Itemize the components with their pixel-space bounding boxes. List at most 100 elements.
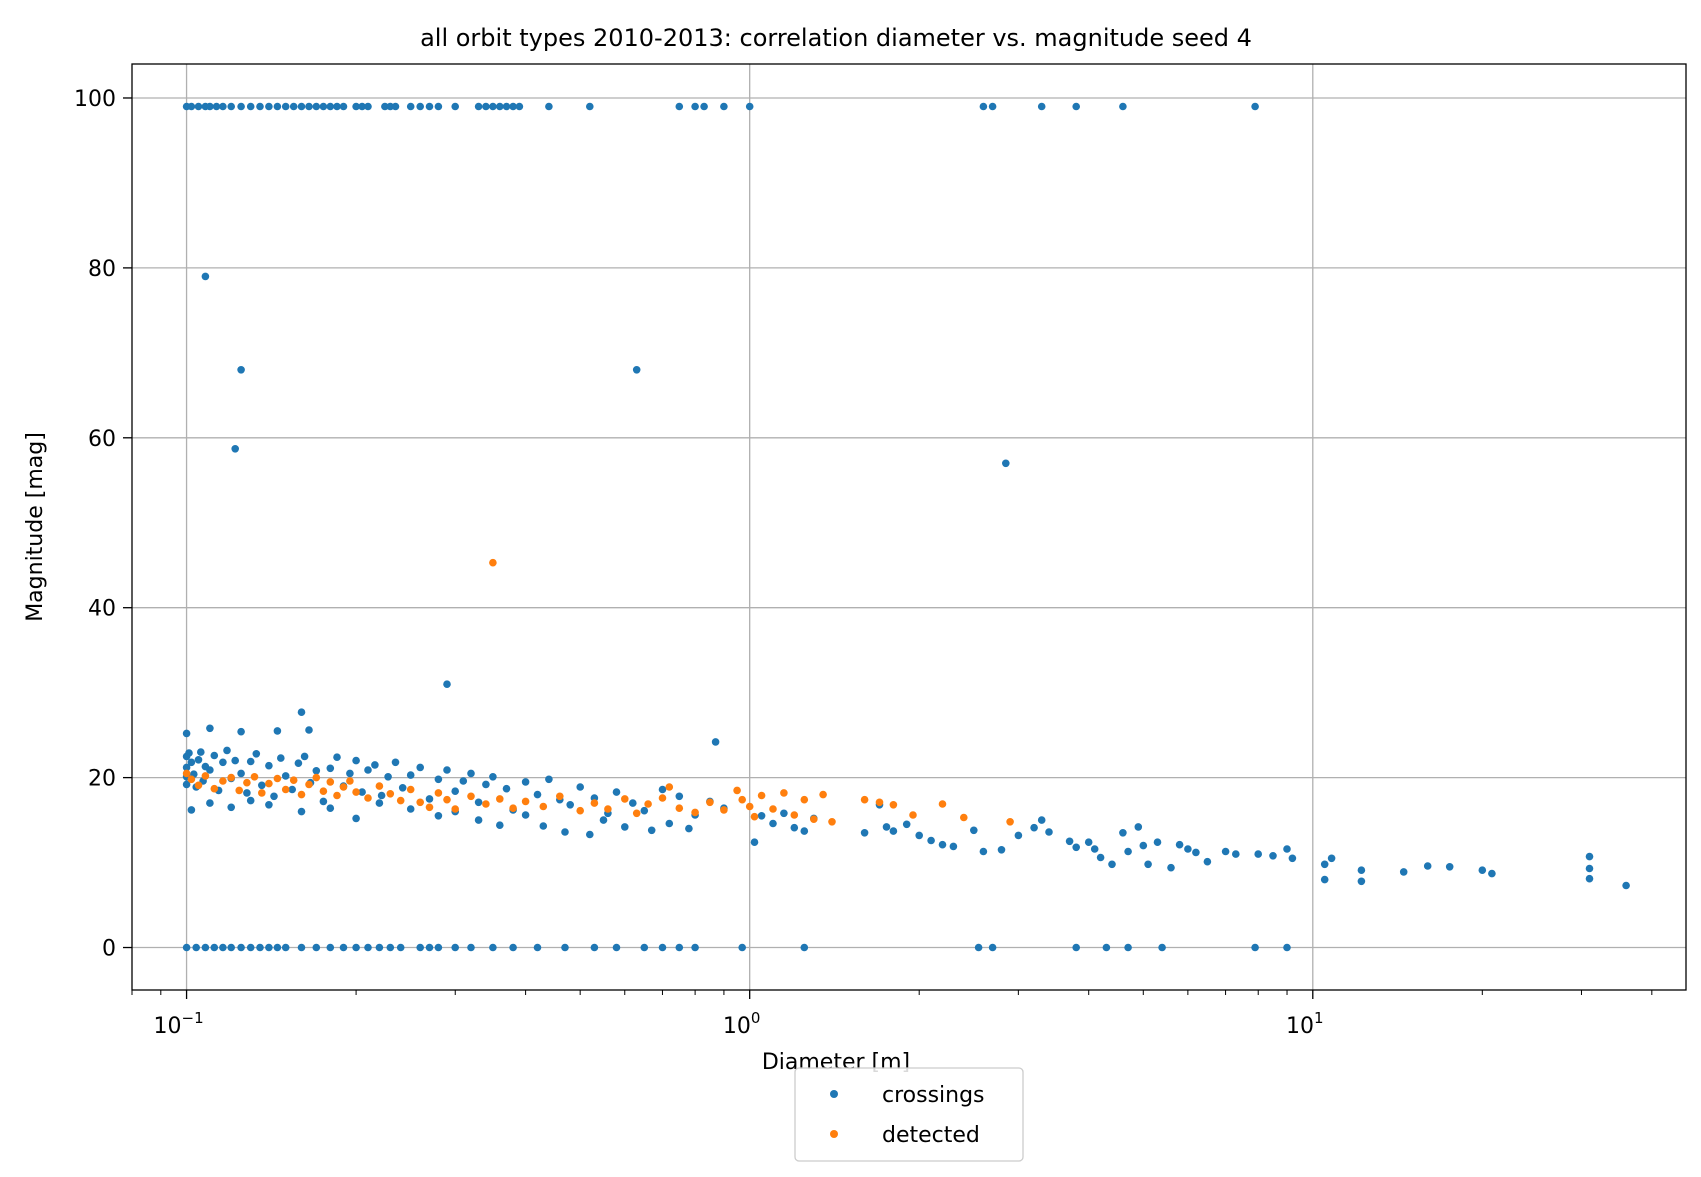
crossings-point — [333, 102, 341, 111]
crossings-point — [1423, 862, 1432, 870]
crossings-point — [237, 366, 245, 374]
crossings-point — [312, 767, 321, 775]
detected-point — [194, 781, 203, 790]
crossings-point — [1399, 868, 1408, 876]
detected-point — [875, 798, 884, 807]
crossings-point — [182, 763, 191, 772]
crossings-point — [482, 780, 490, 789]
crossings-point — [375, 943, 384, 952]
crossings-point — [406, 805, 415, 813]
detected-point — [443, 795, 451, 804]
crossings-point — [902, 820, 911, 829]
detected-point — [406, 785, 415, 794]
crossings-point — [1175, 840, 1184, 849]
crossings-point — [474, 798, 483, 807]
legend-marker-detected — [830, 1130, 838, 1138]
crossings-point — [187, 102, 196, 111]
crossings-point — [1232, 850, 1240, 858]
crossings-point — [364, 766, 372, 774]
crossings-point — [675, 102, 684, 111]
crossings-point — [590, 943, 599, 952]
crossings-point — [1288, 854, 1297, 863]
crossings-point — [1124, 943, 1132, 952]
crossings-point — [757, 812, 766, 820]
crossings-point — [312, 102, 321, 111]
crossings-point — [326, 804, 335, 812]
crossings-point — [237, 102, 245, 111]
crossings-point — [219, 758, 227, 767]
crossings-point — [467, 943, 475, 952]
crossings-point — [1478, 866, 1487, 874]
crossings-point — [489, 102, 497, 111]
crossings-point — [227, 803, 235, 812]
detected-point — [860, 795, 869, 804]
crossings-point — [502, 102, 511, 111]
crossings-point — [539, 822, 548, 830]
crossings-point — [243, 789, 251, 797]
detected-point — [258, 789, 266, 797]
crossings-point — [1072, 943, 1080, 952]
crossings-point — [509, 102, 517, 111]
detected-point — [556, 792, 564, 801]
y-tick-label: 60 — [88, 427, 116, 452]
crossings-point — [425, 795, 434, 803]
crossings-point — [979, 102, 988, 111]
crossings-point — [396, 943, 405, 952]
crossings-point — [425, 102, 434, 111]
crossings-point — [256, 943, 264, 952]
plot-area-frame — [131, 63, 1687, 991]
crossings-point — [509, 943, 517, 952]
crossings-point — [988, 943, 997, 952]
crossings-point — [988, 102, 997, 111]
crossings-point — [545, 102, 553, 111]
crossings-point — [1488, 869, 1496, 878]
crossings-point — [700, 102, 708, 111]
crossings-point — [738, 943, 746, 952]
crossings-point — [1065, 837, 1074, 846]
crossings-point — [938, 840, 947, 849]
y-axis-ticks: 0 20 40 60 80 100 — [74, 87, 132, 962]
crossings-point — [406, 102, 415, 111]
crossings-point — [273, 727, 282, 735]
y-tick-label: 80 — [88, 257, 116, 282]
crossings-point — [206, 799, 214, 807]
detected-point — [720, 806, 728, 814]
grid-lines — [132, 64, 1686, 990]
crossings-point — [265, 801, 273, 809]
crossings-point — [974, 943, 983, 952]
crossings-point — [289, 102, 298, 111]
y-axis-label: Magnitude [mag] — [23, 432, 48, 622]
crossings-point — [489, 943, 497, 952]
detected-point — [416, 798, 425, 807]
crossings-point — [665, 819, 674, 828]
crossings-point — [496, 102, 504, 111]
crossings-point — [339, 102, 348, 111]
crossings-point — [889, 827, 898, 835]
crossings-point — [197, 748, 205, 756]
crossings-point — [640, 806, 649, 815]
crossings-point — [720, 102, 728, 111]
crossings-point — [586, 102, 594, 111]
crossings-point — [294, 759, 303, 767]
crossings-point — [1072, 102, 1080, 111]
crossings-point — [586, 830, 594, 839]
crossings-point — [182, 729, 191, 738]
crossings-point — [339, 943, 348, 952]
detected-point — [352, 788, 360, 796]
crossings-point — [1153, 838, 1162, 846]
detected-point — [346, 777, 354, 785]
crossings-point — [352, 814, 360, 823]
x-tick-label: 100 — [723, 1009, 761, 1039]
crossings-point — [467, 769, 475, 778]
detected-point — [750, 812, 759, 821]
crossings-point — [949, 842, 958, 851]
detected-point — [576, 806, 584, 815]
crossings-point — [1269, 852, 1277, 860]
detected-point — [769, 805, 777, 813]
crossings-point — [1357, 877, 1366, 886]
crossings-point — [187, 758, 196, 767]
detected-point — [386, 790, 395, 798]
detected-point — [621, 795, 629, 803]
crossings-point — [711, 738, 720, 746]
crossings-point — [1124, 847, 1132, 856]
